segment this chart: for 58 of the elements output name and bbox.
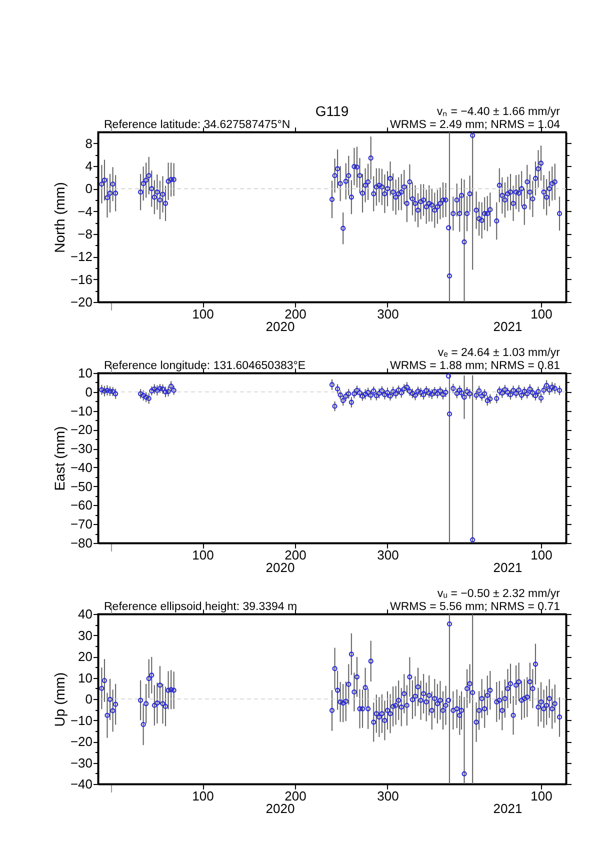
y-tick-label: 0 — [85, 692, 92, 706]
text: WRMS = 5.56 mm; NRMS = 0.71 — [390, 601, 560, 613]
y-tick-label: −70 — [70, 516, 92, 532]
x-tick-label: 300 — [377, 548, 399, 562]
y-tick-label: 30 — [78, 628, 92, 643]
x-tick-label: 100 — [192, 788, 214, 804]
x-tick-label: 100 — [192, 548, 214, 562]
text: Reference longitude: 131.604650383°E — [104, 360, 306, 372]
text: Reference latitude: 34.627587475°N — [104, 119, 290, 131]
text: vₙ = −4.40 ± 1.66 mm/yr — [436, 106, 560, 118]
y-tick-label: −30 — [70, 441, 92, 456]
y-tick-label: −10 — [70, 403, 92, 418]
chart-title: G119 — [315, 103, 349, 119]
y-tick-label: 0 — [85, 384, 92, 400]
y-axis-title: Up (mm) — [51, 672, 68, 727]
text: 2020 — [266, 801, 295, 816]
x-tick-label: 200 — [284, 306, 306, 322]
x-tick-label: 100 — [530, 548, 552, 562]
x-tick-label: 100 — [530, 788, 552, 804]
y-tick-label: −80 — [70, 536, 92, 550]
y-axis-title: East (mm) — [51, 426, 68, 491]
x-tick-label: 100 — [192, 306, 214, 322]
x-tick-label: 200 — [284, 788, 306, 804]
x-tick-label: 200 — [284, 548, 306, 562]
text: vᵤ = −0.50 ± 2.32 mm/yr — [437, 588, 560, 600]
y-tick-label: −30 — [70, 755, 92, 770]
text: Reference ellipsoid height: 39.3394 m — [104, 601, 298, 613]
y-tick-label: −4 — [78, 204, 92, 219]
y-tick-label: 20 — [78, 649, 92, 664]
text: 2021 — [493, 560, 522, 575]
y-tick-label: 40 — [78, 606, 92, 622]
y-tick-label: 0 — [85, 181, 92, 196]
text: WRMS = 2.49 mm; NRMS = 1.04 — [390, 119, 561, 131]
y-tick-label: −12 — [70, 249, 92, 264]
text: WRMS = 1.88 mm; NRMS = 0.81 — [390, 360, 560, 372]
y-tick-label: −10 — [70, 712, 92, 728]
y-tick-label: −20 — [70, 734, 92, 749]
x-tick-label: 300 — [377, 306, 399, 322]
y-tick-label: −20 — [70, 294, 92, 310]
text: 2021 — [493, 801, 522, 816]
text: 2020 — [266, 319, 295, 334]
text: 2020 — [266, 560, 295, 575]
y-tick-label: −8 — [78, 226, 92, 242]
y-tick-label: −20 — [70, 422, 92, 438]
y-axis-title: North (mm) — [51, 182, 68, 253]
y-tick-label: 8 — [85, 136, 92, 151]
y-tick-label: −40 — [70, 460, 92, 475]
text: 2021 — [493, 319, 522, 334]
y-tick-label: −40 — [70, 776, 92, 792]
y-tick-label: −60 — [70, 498, 92, 513]
y-tick-label: 10 — [78, 366, 92, 380]
y-tick-label: 10 — [78, 670, 92, 686]
y-tick-label: 4 — [85, 158, 92, 174]
y-tick-label: −16 — [70, 272, 92, 287]
x-tick-label: 300 — [377, 788, 399, 804]
text: vₑ = 24.64 ± 1.03 mm/yr — [438, 347, 560, 359]
x-tick-label: 100 — [530, 306, 552, 322]
y-tick-label: −50 — [70, 478, 92, 494]
